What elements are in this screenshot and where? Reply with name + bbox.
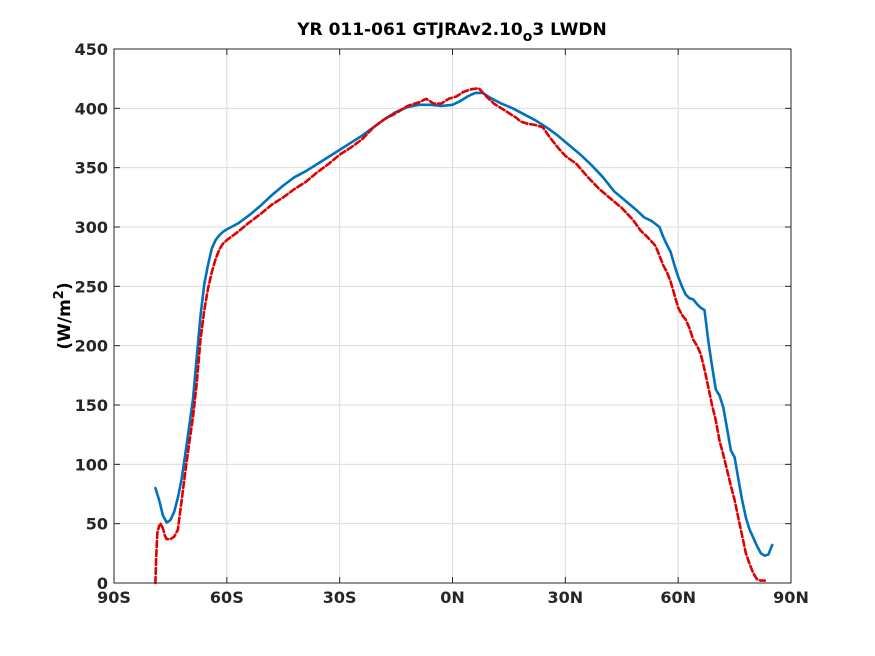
y-tick-label: 150 [75,396,108,415]
y-tick-labels: 0 50 100 150 200 250 300 350 400 450 [75,40,108,593]
y-axis-label: (W/m2) [52,282,75,349]
y-tick-label: 0 [97,574,108,593]
chart-title: YR 011-061 GTJRAv2.10o3 LWDN [296,20,607,45]
y-axis-label-suffix: ) [55,282,75,290]
series-line-blue-solid [154,91,774,557]
x-tick-label: 0N [440,588,465,607]
y-tick-label: 200 [75,337,108,356]
y-tick-label: 450 [75,40,108,59]
y-tick-label: 300 [75,218,108,237]
y-tick-label: 250 [75,277,108,296]
chart-title-main: YR 011-061 GTJRAv2.10 [296,20,523,40]
series-group [154,86,774,585]
x-tick-label: 30N [548,588,584,607]
y-tick-label: 100 [75,455,108,474]
x-tick-label: 90N [773,588,809,607]
x-tick-label: 60S [210,588,244,607]
x-tick-labels: 90S 60S 30S 0N 30N 60N 90N [97,588,809,607]
x-tick-label: 30S [323,588,357,607]
chart-title-suffix: 3 LWDN [532,20,606,40]
tick-marks [113,48,792,584]
x-tick-label: 60N [660,588,696,607]
y-tick-label: 50 [86,515,108,534]
y-tick-label: 400 [75,99,108,118]
x-tick-label: 90S [97,588,131,607]
chart-title-subscript: o [523,29,533,45]
y-tick-label: 350 [75,159,108,178]
y-axis-label-main: (W/m [55,299,75,349]
y-axis-label-superscript: 2 [52,290,67,299]
series-line-red-dashed [154,86,766,585]
